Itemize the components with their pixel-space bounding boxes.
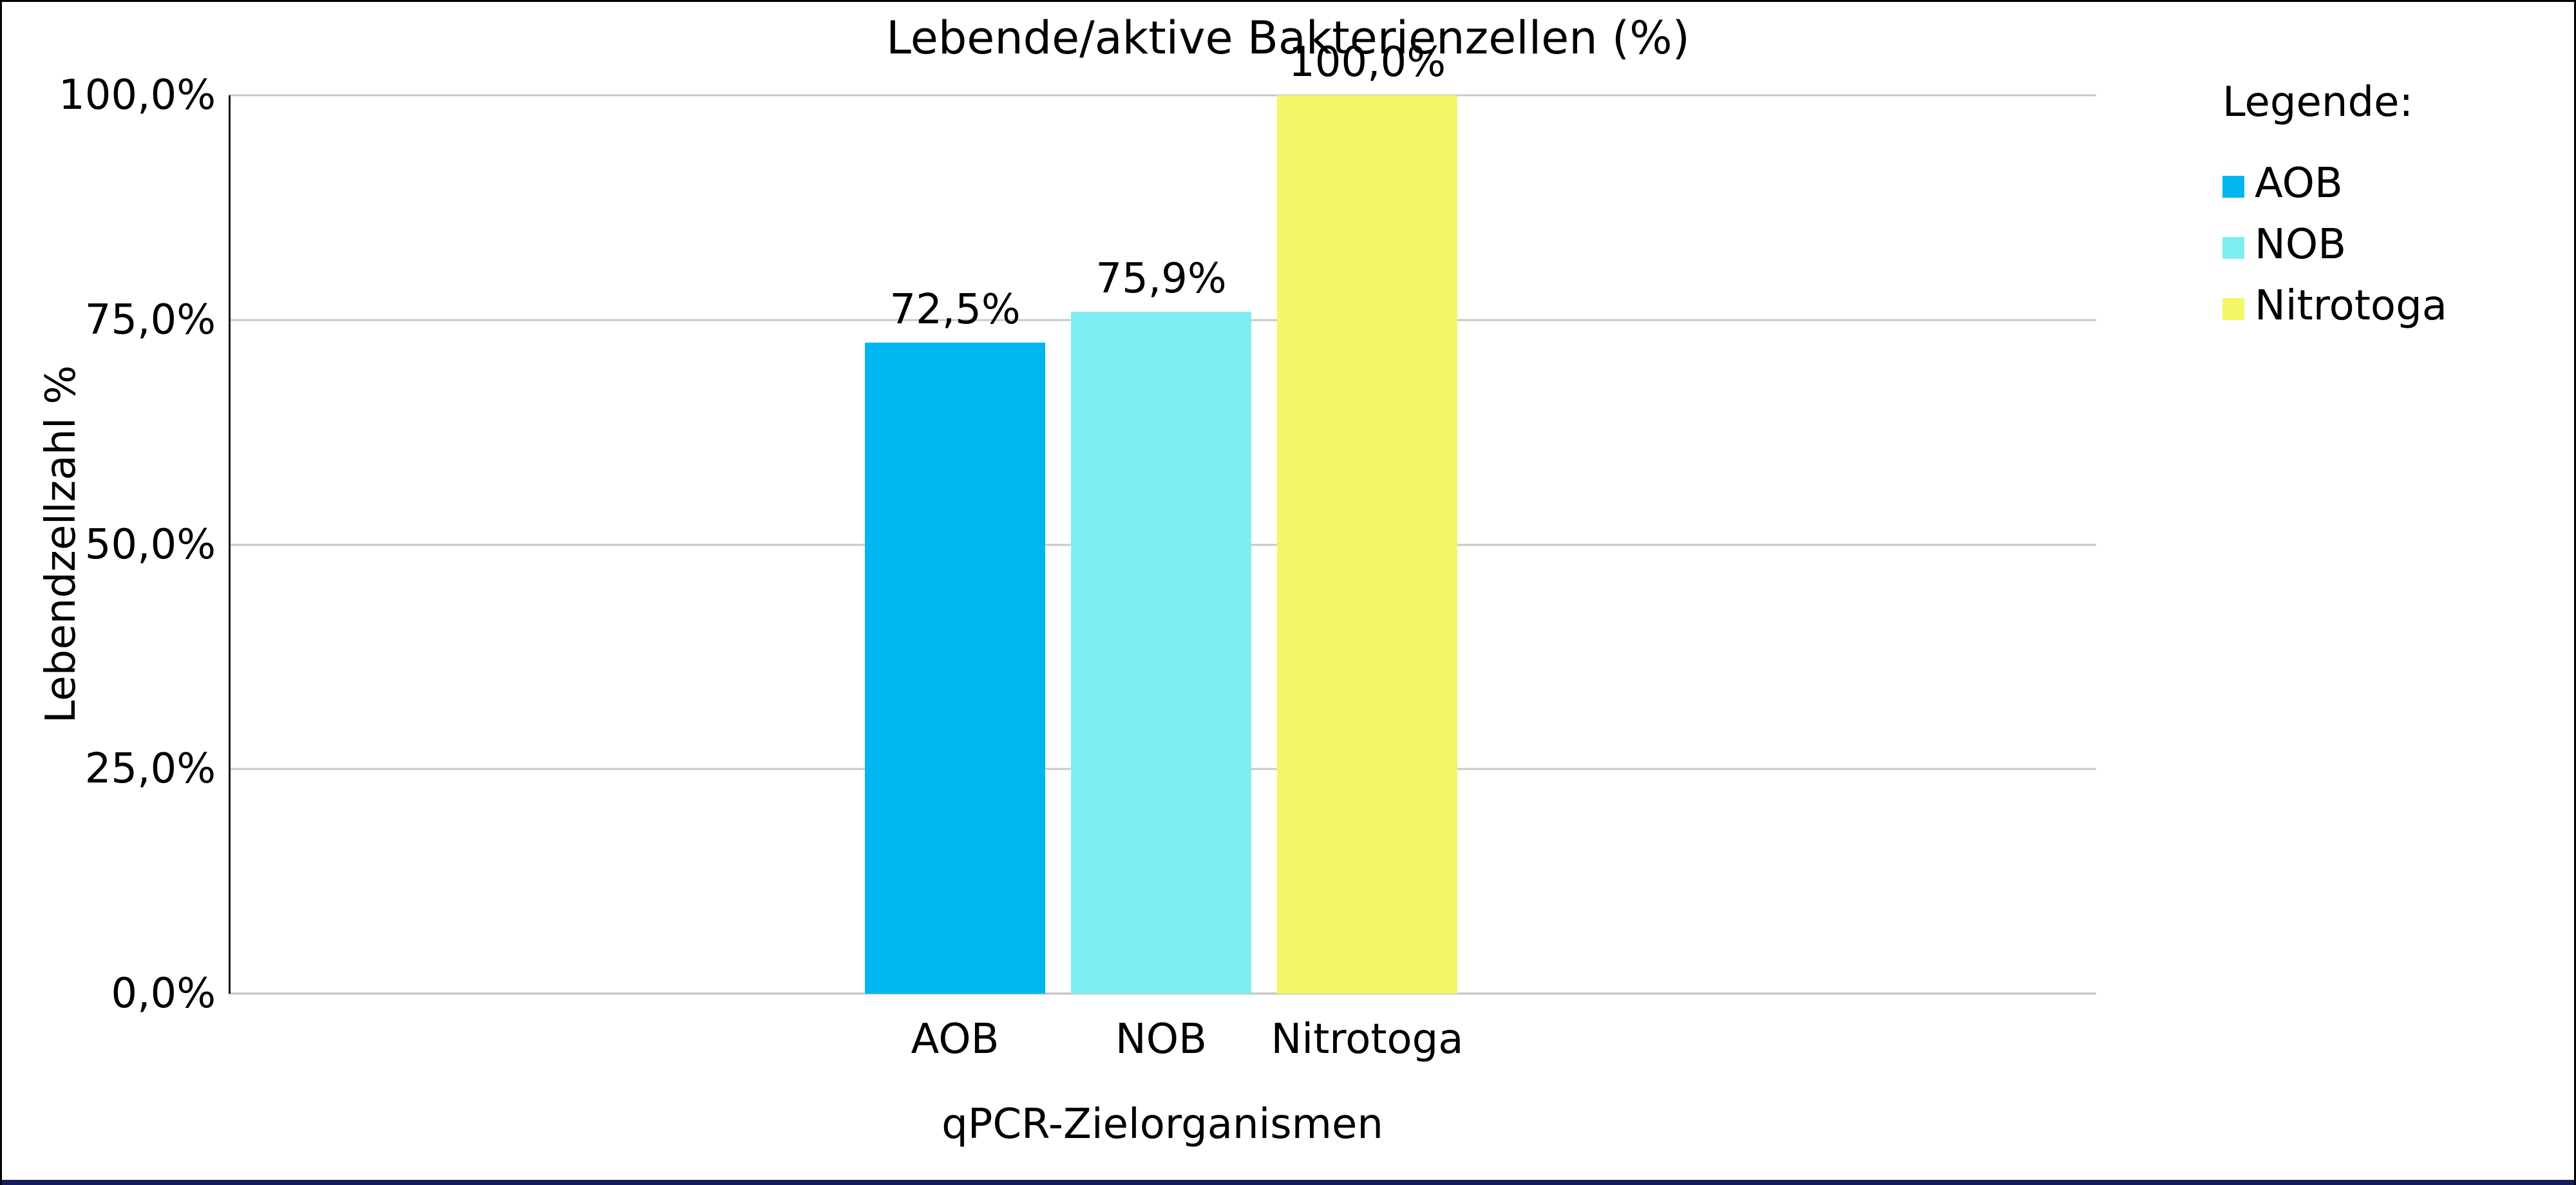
bar-aob: [865, 342, 1045, 994]
legend-item: NOB: [2222, 214, 2447, 275]
legend-item: Nitrotoga: [2222, 275, 2447, 336]
bar-nob: [1071, 312, 1251, 994]
x-tick-label: Nitrotoga: [1271, 1016, 1464, 1063]
y-tick-label: 50,0%: [84, 520, 216, 569]
bar-value-label: 75,9%: [1095, 255, 1227, 303]
legend-swatch-nitrotoga: [2222, 298, 2244, 320]
bar-group-nob: 75,9% NOB: [1071, 95, 1251, 1063]
x-axis-title: qPCR-Zielorganismen: [942, 1101, 1383, 1148]
bar-nitrotoga: [1277, 95, 1457, 994]
bar-group-aob: 72,5% AOB: [865, 95, 1045, 1063]
x-tick-label: NOB: [1115, 1016, 1208, 1063]
bars-row: 72,5% AOB 75,9% NOB 100,0% Nitrotoga: [865, 39, 1464, 1063]
legend-item: AOB: [2222, 153, 2447, 214]
legend-label: Nitrotoga: [2255, 281, 2447, 330]
y-tick-label: 100,0%: [58, 71, 216, 119]
plot-area: 72,5% AOB 75,9% NOB 100,0% Nitrotoga: [229, 39, 2096, 1063]
legend-swatch-nob: [2222, 236, 2244, 259]
window-bottom-bar: [2, 1180, 2574, 1185]
y-tick-label: 0,0%: [111, 970, 216, 1018]
y-axis-ticks: 0,0% 25,0% 50,0% 75,0% 100,0%: [2, 71, 216, 1018]
bar-value-label: 100,0%: [1288, 39, 1446, 86]
y-axis-title: Lebendzellzahl %: [37, 365, 85, 723]
gridline: [229, 992, 2096, 995]
bar-group-nitrotoga: 100,0% Nitrotoga: [1271, 39, 1464, 1063]
y-tick-label: 25,0%: [84, 745, 216, 793]
gridline: [229, 94, 2096, 97]
legend: Legende: AOB NOB Nitrotoga: [2222, 77, 2447, 336]
bar-value-label: 72,5%: [889, 285, 1021, 334]
x-tick-label: AOB: [911, 1016, 999, 1063]
legend-label: NOB: [2255, 220, 2347, 269]
y-tick-label: 75,0%: [84, 296, 216, 344]
legend-label: AOB: [2255, 159, 2343, 207]
legend-items: AOB NOB Nitrotoga: [2222, 153, 2447, 336]
chart-title: Lebende/aktive Bakterienzellen (%): [886, 12, 1690, 64]
legend-heading: Legende:: [2222, 79, 2414, 126]
legend-swatch-aob: [2222, 175, 2244, 198]
y-axis-line: [229, 95, 231, 994]
